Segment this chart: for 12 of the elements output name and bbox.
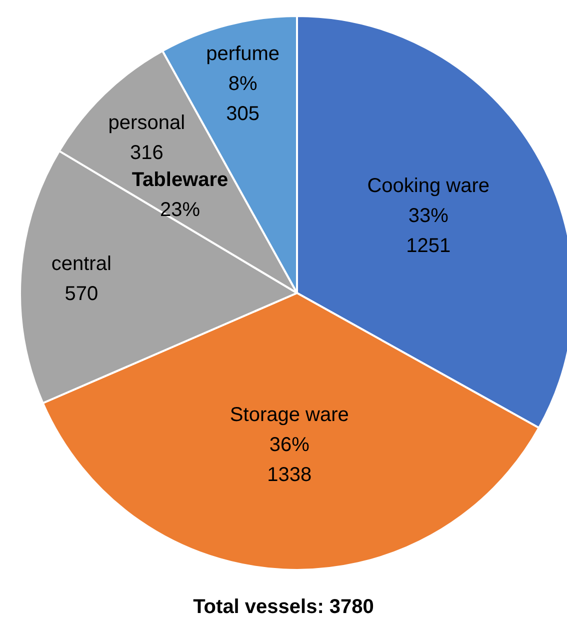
data-label: 33% 1251 xyxy=(406,204,451,257)
data-label: 316 xyxy=(130,142,164,164)
slice-label: perfume xyxy=(206,42,280,65)
data-label: 36% 1338 xyxy=(267,434,312,486)
slice-label: central xyxy=(51,253,112,276)
slice-label: personal xyxy=(108,112,186,134)
text: Total vessels: 3780 xyxy=(193,596,374,618)
text: Tableware 23% xyxy=(132,169,228,221)
data-label: 8% 305 xyxy=(226,72,260,125)
slice-label: Cooking ware xyxy=(367,174,490,197)
slice-label: Storage ware xyxy=(230,404,349,426)
data-label: 570 xyxy=(64,283,98,306)
